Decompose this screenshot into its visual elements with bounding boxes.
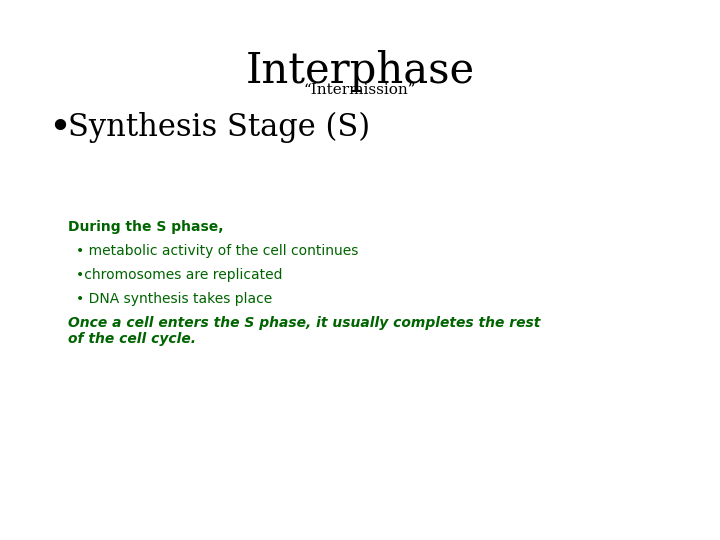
- Text: •: •: [48, 110, 71, 147]
- Text: Once a cell enters the S phase, it usually completes the rest: Once a cell enters the S phase, it usual…: [68, 316, 541, 330]
- Text: of the cell cycle.: of the cell cycle.: [68, 332, 196, 346]
- Text: • metabolic activity of the cell continues: • metabolic activity of the cell continu…: [76, 244, 359, 258]
- Text: •chromosomes are replicated: •chromosomes are replicated: [76, 268, 282, 282]
- Text: Interphase: Interphase: [246, 50, 474, 92]
- Text: During the S phase,: During the S phase,: [68, 220, 223, 234]
- Text: • DNA synthesis takes place: • DNA synthesis takes place: [76, 292, 272, 306]
- Text: Synthesis Stage (S): Synthesis Stage (S): [68, 112, 370, 143]
- Text: “Intermission”: “Intermission”: [304, 83, 416, 97]
